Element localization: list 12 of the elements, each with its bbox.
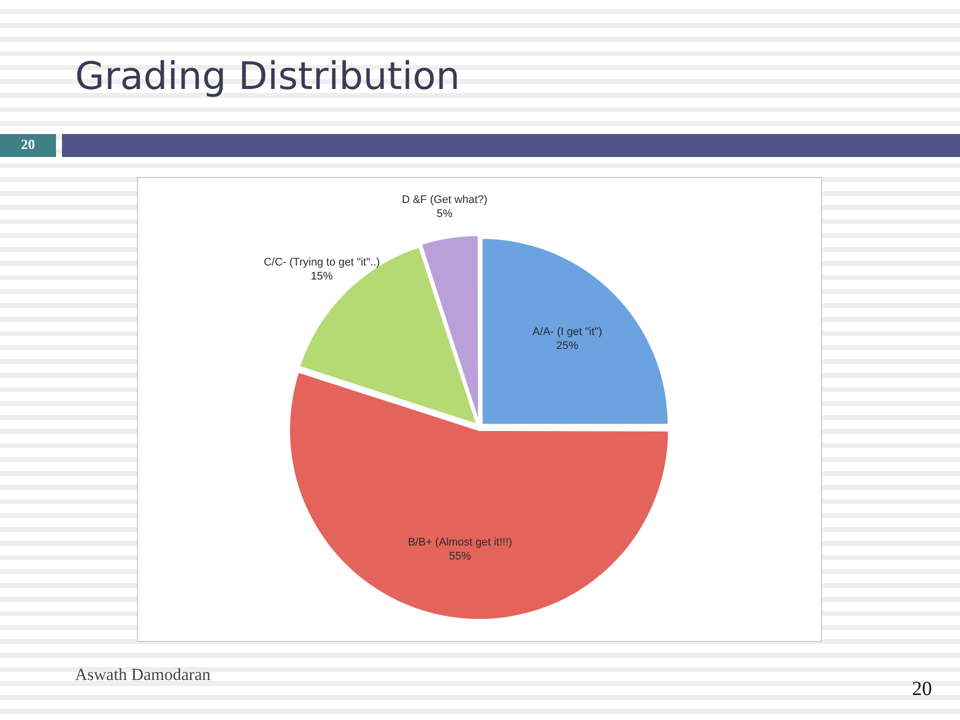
text: 20 <box>912 678 932 701</box>
slice-label: C/C- (Trying to get "it"..) <box>264 256 380 268</box>
slice-label: A/A- (I get "it") <box>532 326 602 338</box>
text: Aswath Damodaran <box>75 665 210 685</box>
data-label: 5% <box>436 208 453 220</box>
text: 20 <box>0 134 56 157</box>
chart-title: Grading Distribution <box>75 54 460 98</box>
data-label: 15% <box>310 270 334 282</box>
data-label: 25% <box>556 340 579 352</box>
data-label: 55% <box>449 550 472 563</box>
slice-label: B/B+ (Almost get it!!!) <box>408 536 512 549</box>
slice-label: D &F (Get what?) <box>402 194 488 206</box>
